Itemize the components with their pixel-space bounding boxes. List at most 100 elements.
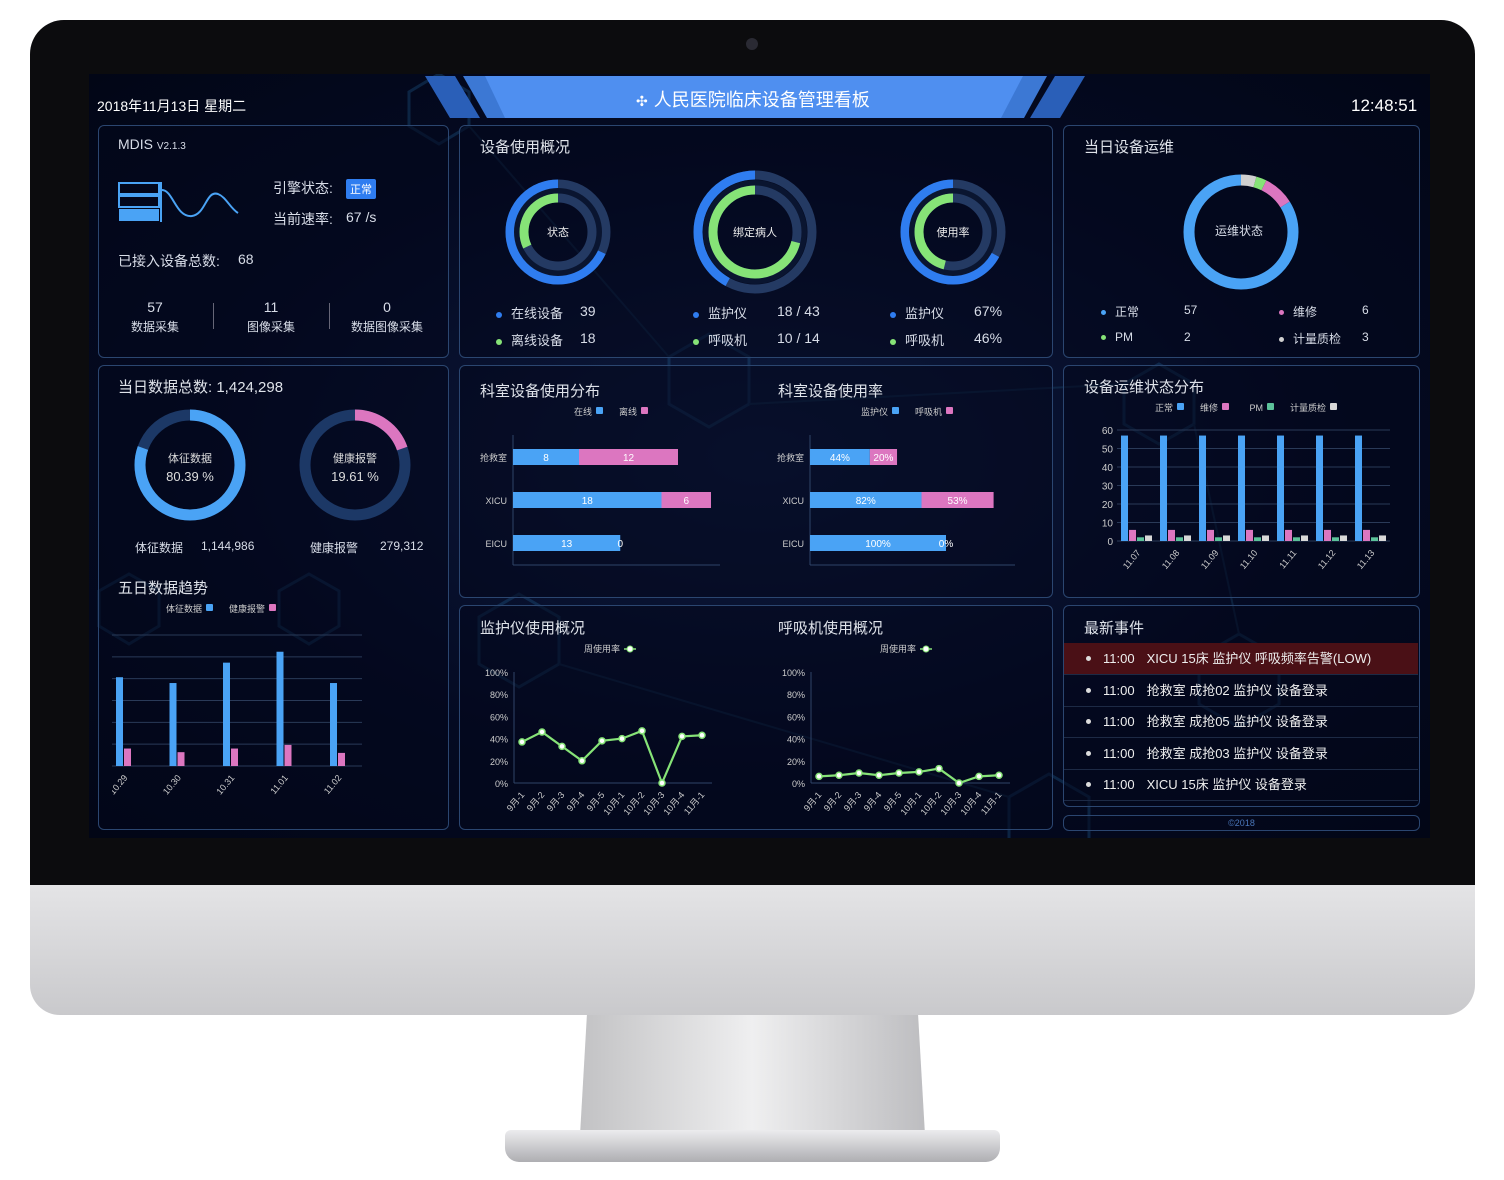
event-time: 11:00: [1103, 714, 1135, 729]
stat-label: 数据采集: [130, 320, 179, 334]
stat-value: 57: [147, 299, 163, 315]
usage-trend-panel: [459, 605, 1053, 830]
event-time: 11:00: [1103, 682, 1135, 698]
legend-swatch: [206, 604, 213, 611]
daily-total-label: 当日数据总数:: [118, 379, 213, 396]
clock: 12:48:51: [1351, 96, 1418, 115]
legend-value: 18 / 43: [777, 303, 820, 319]
legend-item: 离线设备: [496, 330, 563, 349]
maintenance-legend-item: 计量质检: [1279, 330, 1341, 347]
bar: [338, 752, 345, 766]
bar-value-label: 12: [623, 453, 635, 464]
event-item[interactable]: 11:00 XICU 15床 监护仪 设备登录: [1064, 769, 1418, 801]
bar-segment: [810, 535, 946, 551]
monitor-chin: [30, 885, 1475, 1015]
category-label: EICU: [782, 539, 804, 549]
title-text: 人民医院临床设备管理看板: [653, 90, 870, 110]
bar-value-label: 53%: [948, 496, 968, 507]
bullet-icon: [1086, 656, 1091, 662]
divider: [213, 303, 214, 329]
gauge-center-label: 使用率: [937, 225, 970, 239]
maintenance-legend-item: 正常: [1101, 303, 1139, 320]
title-banner: [425, 76, 1085, 118]
gauge-outer-arc: [900, 179, 1006, 285]
stat-label: 数据图像采集: [350, 320, 423, 334]
rate-value: 67 /s: [346, 209, 377, 225]
maintenance-legend-value: 3: [1362, 330, 1369, 344]
engine-status-label: 引擎状态:: [273, 180, 333, 196]
monitor-base: [505, 1130, 1000, 1162]
app-version: V2.1.3: [156, 141, 186, 152]
legend-label: 监护仪: [708, 306, 748, 321]
event-text: XICU 15床 监护仪 呼吸频率告警(LOW): [1146, 651, 1372, 666]
ventilator-trend-title: 呼吸机使用概况: [778, 620, 884, 637]
legend-dot: [693, 311, 699, 318]
bar: [223, 662, 230, 766]
legend-label: 体征数据: [166, 603, 202, 614]
gauge-center-label: 状态: [547, 225, 569, 239]
event-time: 11:00: [1103, 651, 1135, 666]
maintenance-legend-value: 6: [1362, 303, 1369, 317]
monitor-stand: [580, 1015, 925, 1135]
legend-dot: [890, 311, 896, 318]
usage-gauges: 状态 绑定病人 使用率: [505, 170, 1006, 294]
category-label: XICU: [782, 496, 804, 506]
event-item[interactable]: 11:00 XICU 15床 监护仪 呼吸频率告警(LOW): [1064, 643, 1418, 675]
event-time: 11:00: [1103, 777, 1135, 792]
category-label: EICU: [485, 539, 507, 549]
date-label: 2018年11月13日 星期二: [97, 98, 247, 114]
daily-rings: 体征数据 80.39 % 健康报警 19.61 %: [134, 409, 411, 521]
legend-dot: [890, 338, 896, 345]
legend-dot: [1279, 337, 1284, 343]
legend-value: 67%: [974, 303, 1003, 319]
event-time: 11:00: [1103, 745, 1135, 761]
event-text: 抢救室 成抢02 监护仪 设备登录: [1146, 682, 1328, 698]
stat-value: 11: [263, 299, 279, 315]
legend-label: 在线: [574, 406, 592, 417]
legend-label: 离线设备: [511, 333, 564, 348]
dashboard-title: ✣ 人民医院临床设备管理看板: [636, 86, 870, 112]
system-panel: [98, 125, 449, 358]
events-title: 最新事件: [1084, 620, 1145, 637]
maintenance-center-label: 运维状态: [1215, 224, 1264, 238]
legend-dot: [1101, 335, 1106, 341]
legend-item: 监护仪: [890, 303, 944, 322]
legend-value: 18: [580, 330, 596, 346]
system-name: MDIS V2.1.3: [118, 136, 186, 152]
ring-name: 体征数据: [168, 451, 212, 465]
bar-segment: [810, 492, 922, 508]
bar: [330, 683, 337, 766]
legend-item: 在线设备: [496, 303, 563, 322]
ring-arc: [134, 409, 246, 521]
maintenance-panel: [1063, 125, 1420, 358]
department-panel: [459, 365, 1053, 598]
legend-dot: [1101, 310, 1106, 316]
category-label: 抢救室: [777, 452, 804, 463]
category-label: 抢救室: [480, 452, 507, 463]
puzzle-logo-icon: ✣: [636, 93, 648, 109]
legend-item: 呼吸机: [693, 330, 747, 349]
ring-legend-value: 1,144,986: [201, 539, 255, 553]
divider: [329, 303, 330, 329]
legend-dot: [1279, 310, 1284, 316]
ring-legend-label: 健康报警: [310, 541, 359, 555]
bar-segment: [869, 449, 898, 465]
legend-label: 计量质检: [1293, 332, 1342, 346]
event-item[interactable]: 11:00 抢救室 成抢02 监护仪 设备登录: [1064, 675, 1418, 707]
legend-item: 呼吸机: [890, 330, 944, 349]
event-item[interactable]: 11:00 抢救室 成抢05 监护仪 设备登录: [1064, 706, 1418, 738]
engine-status-badge: 正常: [346, 179, 376, 199]
legend-label: 正常: [1115, 305, 1140, 319]
stat-value: 0: [383, 299, 391, 315]
bar-value-label: 82%: [856, 496, 876, 507]
event-item[interactable]: 11:00 抢救室 成抢03 监护仪 设备登录: [1064, 738, 1418, 770]
gauge-center-label: 绑定病人: [733, 225, 777, 239]
legend-swatch: [269, 604, 276, 611]
legend-label: 呼吸机: [905, 333, 945, 348]
bar: [169, 683, 177, 766]
bar-value-label: 0: [617, 539, 623, 550]
bar-segment: [810, 449, 870, 465]
maintenance-status-panel: [1063, 365, 1420, 598]
maintenance-slice: [1183, 174, 1299, 290]
